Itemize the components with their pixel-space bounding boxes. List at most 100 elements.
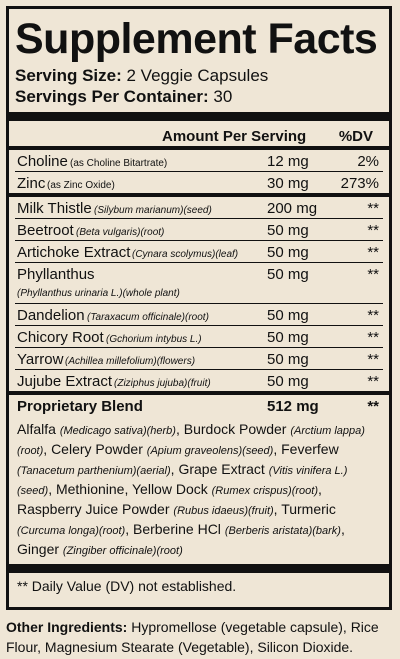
row-divider bbox=[15, 347, 383, 348]
nutrient-detail-wrap: (as Choline Bitartrate) bbox=[70, 151, 167, 174]
nutrient-amount: 50 mg bbox=[267, 222, 309, 239]
column-header: Amount Per Serving %DV bbox=[15, 121, 383, 146]
blend-item: Berberine HCl (Berberis aristata)(bark) bbox=[133, 521, 341, 537]
blend-item-detail: (Arctium lappa)(root) bbox=[17, 425, 365, 457]
blend-ingredients: Alfalfa (Medicago sativa)(herb), Burdock… bbox=[17, 421, 365, 557]
other-ingredients-text: Hypromellose (vegetable capsule), Rice F… bbox=[6, 619, 379, 655]
other-ingredients-label: Other Ingredients: bbox=[6, 619, 128, 635]
nutrient-detail-wrap: (Silybum marianum)(seed) bbox=[94, 198, 212, 221]
nutrient-detail-wrap: (Gchorium intybus L.) bbox=[106, 327, 202, 350]
supplement-facts-panel: Supplement Facts Serving Size: 2 Veggie … bbox=[6, 6, 392, 610]
nutrient-row: Dandelion (Taraxacum officinale)(root) 50 … bbox=[15, 304, 383, 325]
blend-item-name: Methionine bbox=[55, 481, 125, 497]
blend-item: Grape Extract (Vitis vinifera L.)(seed) bbox=[17, 461, 347, 497]
divider-thick bbox=[9, 564, 389, 573]
nutrient-detail-wrap: (as Zinc Oxide) bbox=[47, 173, 115, 196]
blend-item-detail: (Rubus idaeus)(fruit) bbox=[173, 505, 274, 517]
row-divider bbox=[15, 171, 383, 172]
nutrient-detail-wrap: (Ziziphus jujuba)(fruit) bbox=[114, 371, 211, 394]
nutrient-row: Beetroot (Beta vulgaris)(root) 50 mg ** bbox=[15, 219, 383, 240]
row-divider bbox=[15, 325, 383, 326]
nutrient-amount: 12 mg bbox=[267, 153, 309, 170]
blend-item: Yellow Dock (Rumex crispus)(root) bbox=[132, 481, 318, 497]
divider-medium bbox=[9, 391, 389, 395]
nutrient-detail-wrap: (Beta vulgaris)(root) bbox=[76, 220, 164, 243]
nutrient-name: Beetroot bbox=[17, 222, 74, 239]
nutrient-dv: ** bbox=[367, 244, 379, 261]
blend-item: Turmeric (Curcuma longa)(root) bbox=[17, 501, 336, 537]
nutrient-name: Jujube Extract bbox=[17, 373, 113, 390]
blend-item-detail: (Medicago sativa)(herb) bbox=[59, 425, 176, 437]
daily-value-header: %DV bbox=[338, 128, 373, 145]
nutrient-dv: ** bbox=[367, 222, 379, 239]
nutrient-name: Choline bbox=[17, 153, 68, 170]
row-divider bbox=[15, 262, 383, 263]
blend-item: Raspberry Juice Powder (Rubus idaeus)(fr… bbox=[17, 501, 274, 517]
blend-item-name: Feverfew bbox=[281, 441, 339, 457]
nutrient-amount: 200 mg bbox=[267, 200, 318, 217]
nutrient-dv: ** bbox=[367, 329, 379, 346]
blend-item: Alfalfa (Medicago sativa)(herb) bbox=[17, 421, 176, 437]
servings-per-container-value: 30 bbox=[213, 87, 233, 106]
nutrient-amount: 50 mg bbox=[267, 266, 309, 283]
row-divider bbox=[9, 193, 389, 197]
nutrient-dv: ** bbox=[367, 200, 379, 217]
blend-item-name: Yellow Dock bbox=[132, 481, 208, 497]
nutrient-detail-wrap: (Cynara scolymus)(leaf) bbox=[132, 242, 238, 265]
blend-item-detail: (Rumex crispus)(root) bbox=[211, 485, 318, 497]
nutrient-name: Artichoke Extract bbox=[17, 244, 131, 261]
nutrient-name: Phyllanthus bbox=[17, 266, 95, 283]
serving-size-label: Serving Size: bbox=[15, 66, 122, 85]
nutrient-detail: (Beta vulgaris)(root) bbox=[76, 227, 165, 238]
blend-item-name: Raspberry Juice Powder bbox=[17, 501, 170, 517]
nutrient-detail: (Taraxacum officinale)(root) bbox=[87, 312, 209, 323]
servings-per-container-label: Servings Per Container: bbox=[15, 87, 209, 106]
divider-thick bbox=[9, 112, 389, 121]
blend-amount: 512 mg bbox=[267, 398, 319, 415]
nutrient-dv: ** bbox=[367, 373, 379, 390]
nutrient-detail: (Cynara scolymus)(leaf) bbox=[132, 249, 239, 260]
blend-item-name: Celery Powder bbox=[51, 441, 143, 457]
footnote: ** Daily Value (DV) not established. bbox=[17, 578, 237, 594]
serving-size-value: 2 Veggie Capsules bbox=[126, 66, 269, 85]
proprietary-blend-row: Proprietary Blend 512 mg ** bbox=[15, 395, 383, 416]
row-divider bbox=[15, 303, 383, 304]
blend-name: Proprietary Blend bbox=[17, 398, 143, 415]
amount-per-serving-header: Amount Per Serving bbox=[162, 128, 307, 145]
blend-item-name: Grape Extract bbox=[178, 461, 265, 477]
nutrient-row: Zinc (as Zinc Oxide) 30 mg 273% bbox=[15, 172, 383, 193]
blend-item-detail: (Vitis vinifera L.)(seed) bbox=[17, 465, 348, 497]
nutrient-detail: (Ziziphus jujuba)(fruit) bbox=[114, 378, 211, 389]
row-divider bbox=[15, 218, 383, 219]
nutrient-detail-wrap: (Achillea millefolium)(flowers) bbox=[65, 349, 195, 372]
nutrient-amount: 50 mg bbox=[267, 351, 309, 368]
nutrient-name: Yarrow bbox=[17, 351, 64, 368]
divider-medium bbox=[9, 146, 389, 150]
nutrient-detail: (as Choline Bitartrate) bbox=[70, 158, 168, 169]
nutrient-name: Zinc bbox=[17, 175, 46, 192]
nutrient-rows: Choline (as Choline Bitartrate) 12 mg 2% Zin… bbox=[9, 150, 389, 391]
nutrient-name: Milk Thistle bbox=[17, 200, 92, 217]
nutrient-row: Jujube Extract (Ziziphus jujuba)(fruit) 50… bbox=[15, 370, 383, 391]
nutrient-dv: 2% bbox=[357, 153, 379, 170]
blend-item: Burdock Powder (Arctium lappa)(root) bbox=[17, 421, 365, 457]
nutrient-amount: 50 mg bbox=[267, 307, 309, 324]
blend-item-detail: (Berberis aristata)(bark) bbox=[224, 525, 341, 537]
nutrient-row: Artichoke Extract (Cynara scolymus)(leaf)… bbox=[15, 241, 383, 262]
blend-dv: ** bbox=[367, 398, 379, 415]
nutrient-dv: ** bbox=[367, 351, 379, 368]
row-divider bbox=[15, 240, 383, 241]
nutrient-detail: (as Zinc Oxide) bbox=[47, 180, 115, 191]
nutrient-detail-wrap: (Taraxacum officinale)(root) bbox=[87, 305, 209, 328]
nutrient-name: Dandelion bbox=[17, 307, 85, 324]
nutrient-dv: 273% bbox=[340, 175, 379, 192]
nutrient-dv: ** bbox=[367, 307, 379, 324]
nutrient-amount: 50 mg bbox=[267, 329, 309, 346]
nutrient-row: Chicory Root (Gchorium intybus L.) 50 mg ** bbox=[15, 326, 383, 347]
nutrient-row: Choline (as Choline Bitartrate) 12 mg 2% bbox=[15, 150, 383, 171]
blend-item: Celery Powder (Apium graveolens)(seed) bbox=[51, 441, 273, 457]
nutrient-name: Chicory Root bbox=[17, 329, 104, 346]
nutrient-row: Phyllanthus (Phyllanthus urinaria L.)(who… bbox=[15, 263, 383, 303]
row-divider bbox=[15, 369, 383, 370]
blend-item-name: Ginger bbox=[17, 541, 60, 557]
